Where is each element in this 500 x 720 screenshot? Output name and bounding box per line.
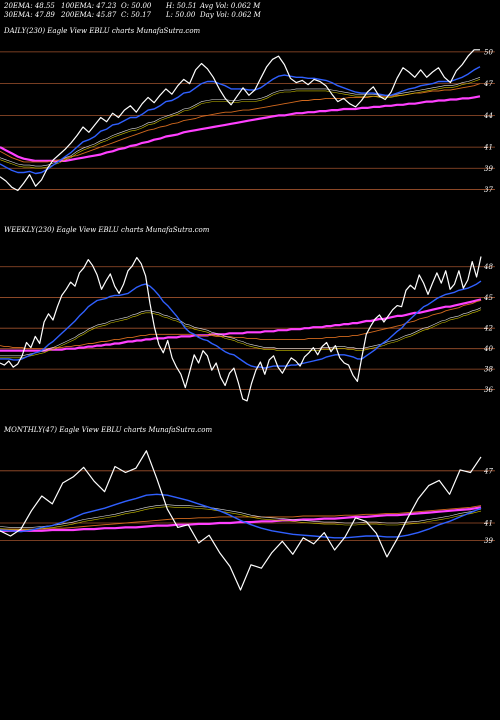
monthly-ema20-line (0, 493, 482, 539)
daily-ema200-line (0, 95, 481, 162)
daily-tick-label: 50 (484, 48, 493, 56)
weekly-tick-label: 36 (484, 386, 493, 394)
daily-ema-ribbon-line (0, 79, 481, 169)
header-high: H: 50.51 (166, 2, 197, 10)
header-ema100: 100EMA: 47.23 (61, 2, 117, 10)
weekly-ema-ribbon-line (0, 309, 482, 359)
header-ema20: 20EMA: 48.55 (4, 2, 55, 10)
monthly-tick-label: 39 (484, 537, 493, 545)
weekly-ema20-line (0, 280, 482, 369)
daily-ema30-line (0, 77, 481, 167)
weekly-ema100-line (0, 300, 482, 350)
daily-ema100-line (0, 83, 481, 163)
monthly-ema-ribbon-line (0, 506, 482, 530)
header-day-vol: Day Vol: 0.062 M (200, 11, 261, 19)
daily-panel-title: DAILY(230) Eagle View EBLU charts Munafa… (4, 27, 201, 35)
header-ema200: 200EMA: 45.87 (61, 11, 117, 19)
weekly-tick-label: 38 (484, 366, 493, 374)
weekly-tick-label: 45 (483, 294, 493, 302)
weekly-price-line (0, 256, 482, 402)
daily-tick-label: 37 (484, 186, 493, 194)
header-close: C: 50.17 (121, 11, 151, 19)
weekly-tick-label: 40 (483, 345, 493, 353)
header-open: O: 50.00 (121, 2, 152, 10)
weekly-tick-label: 48 (483, 263, 493, 271)
monthly-ema100-line (0, 505, 482, 530)
monthly-panel-title: MONTHLY(47) Eagle View EBLU charts Munaf… (4, 426, 213, 434)
header-ema30: 30EMA: 47.89 (4, 11, 55, 19)
daily-tick-label: 44 (483, 112, 493, 120)
daily-tick-label: 39 (484, 165, 493, 173)
monthly-ema30-line (0, 504, 482, 528)
monthly-price-line (0, 450, 482, 591)
weekly-tick-label: 42 (483, 325, 493, 333)
header-low: L: 50.00 (166, 11, 196, 19)
monthly-tick-label: 47 (483, 467, 493, 475)
daily-price-line (0, 49, 480, 192)
weekly-ema30-line (0, 307, 482, 357)
daily-tick-label: 41 (483, 144, 493, 152)
weekly-panel-title: WEEKLY(230) Eagle View EBLU charts Munaf… (4, 226, 210, 234)
weekly-ema200-line (0, 298, 482, 352)
header-avg-vol: Avg Vol: 0.062 M (200, 2, 261, 10)
daily-ema20-line (0, 66, 481, 175)
daily-tick-label: 47 (483, 80, 493, 88)
monthly-ema200-line (0, 506, 482, 532)
monthly-tick-label: 41 (483, 520, 493, 528)
